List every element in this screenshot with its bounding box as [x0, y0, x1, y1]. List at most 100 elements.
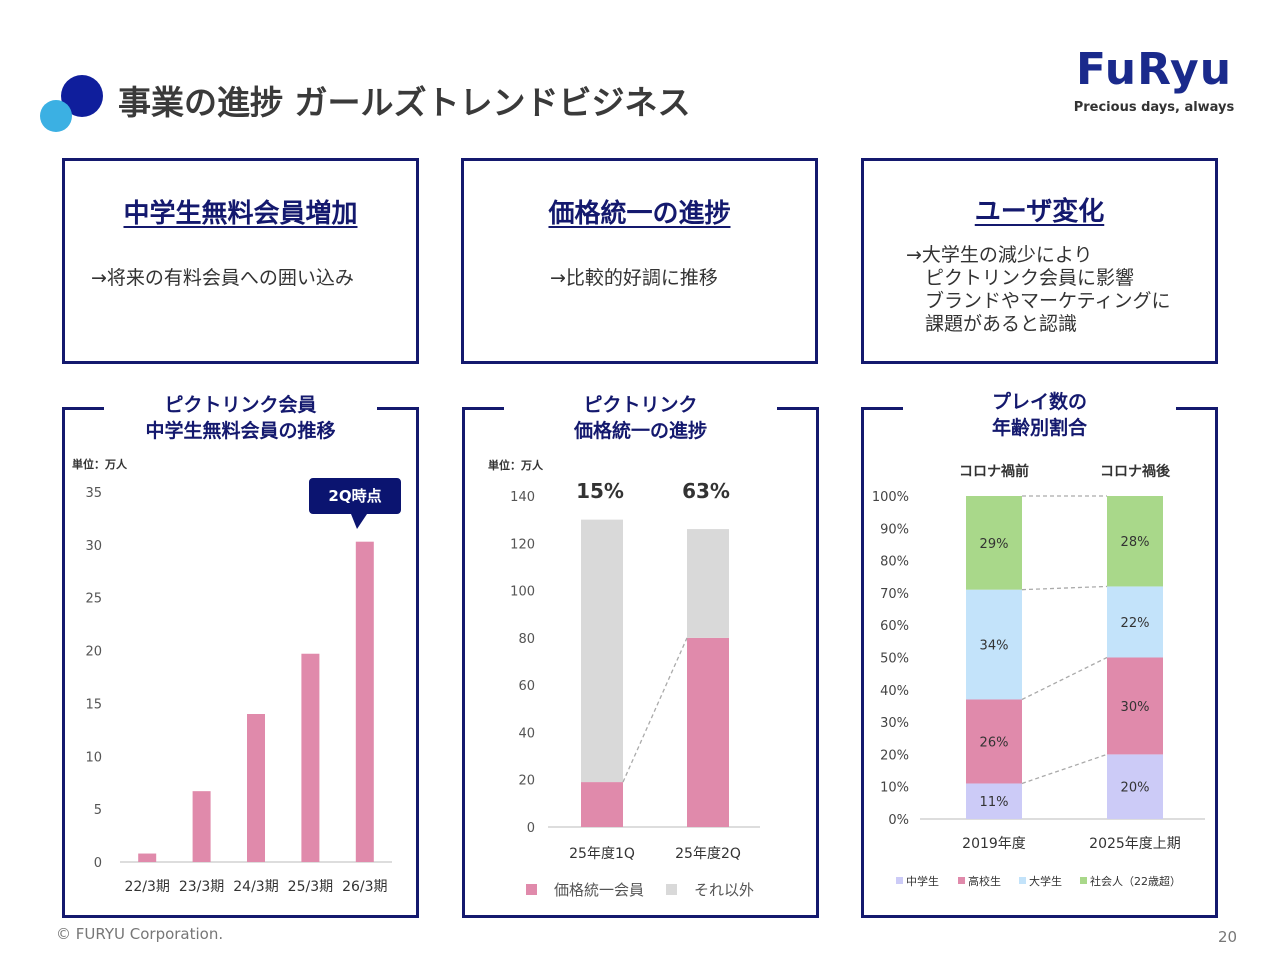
top-percent-label: 15% [576, 479, 624, 503]
card-line: ブランドやマーケティングに [906, 290, 1171, 312]
callout-label: 2Q時点 [328, 487, 381, 505]
legend-swatch [1019, 877, 1026, 884]
bar-segment [966, 589, 1022, 700]
y-tick-label: 70% [880, 587, 909, 602]
logo-wordmark: FuRyu [1075, 44, 1233, 95]
segment-label: 22% [1121, 616, 1150, 631]
x-tick-label: 25年度1Q [569, 846, 635, 862]
page-number: 20 [1218, 928, 1238, 946]
x-tick-label: 2025年度上期 [1089, 836, 1181, 852]
y-tick-label: 30 [85, 539, 102, 554]
legend-label: 価格統一会員 [554, 881, 644, 899]
unit-label: 単位：万人 [488, 458, 544, 472]
legend-swatch [1080, 877, 1087, 884]
bar-segment [687, 529, 729, 638]
title-bullet-icon [40, 75, 103, 132]
legend-swatch [526, 884, 537, 895]
y-tick-label: 50% [880, 652, 909, 667]
y-tick-label: 100% [872, 490, 909, 505]
bar-segment [966, 496, 1022, 590]
callout-bubble [309, 478, 401, 529]
chart-heading-line: ピクトリンク [583, 394, 698, 416]
group-label: コロナ禍後 [1100, 463, 1171, 480]
y-tick-label: 25 [85, 592, 102, 607]
bar-segment [1107, 586, 1163, 658]
x-tick-label: 25年度2Q [675, 846, 741, 862]
segment-label: 30% [1121, 700, 1150, 715]
card-title: 価格統一の進捗 [548, 199, 731, 229]
y-tick-label: 60 [518, 679, 535, 694]
x-tick-label: 22/3期 [124, 879, 169, 895]
legend-label: 社会人（22歳超） [1090, 874, 1181, 888]
card-price-unification: 価格統一の進捗 →比較的好調に推移 [461, 158, 818, 364]
legend-swatch [666, 884, 677, 895]
chart-heading-line: 価格統一の進捗 [573, 420, 707, 442]
segment-label: 26% [980, 735, 1009, 750]
y-tick-label: 0 [94, 856, 102, 871]
chart-heading-line: 中学生無料会員の推移 [145, 420, 336, 442]
y-tick-label: 20 [85, 645, 102, 660]
y-tick-label: 100 [510, 585, 535, 600]
y-tick-label: 10 [85, 750, 102, 765]
segment-label: 28% [1121, 535, 1150, 550]
chart-heading-age: プレイ数の 年齢別割合 [903, 389, 1176, 441]
legend-label: 中学生 [906, 874, 939, 888]
unit-label: 単位：万人 [72, 457, 128, 471]
bar-segment [581, 782, 623, 827]
y-tick-label: 10% [880, 781, 909, 796]
legend-swatch [896, 877, 903, 884]
bar [355, 541, 374, 862]
y-tick-label: 40 [518, 726, 535, 741]
y-tick-label: 40% [880, 684, 909, 699]
legend-label: 大学生 [1029, 874, 1062, 888]
y-tick-label: 0% [888, 813, 909, 828]
x-tick-label: 23/3期 [179, 879, 224, 895]
bar [247, 714, 265, 862]
card-line: →比較的好調に推移 [550, 267, 718, 289]
bar [301, 653, 320, 862]
top-percent-label: 63% [682, 479, 730, 503]
card-title: ユーザ変化 [974, 197, 1105, 227]
y-tick-label: 15 [85, 697, 102, 712]
y-tick-label: 120 [510, 537, 535, 552]
bar [138, 853, 157, 862]
chart-heading-price: ピクトリンク 価格統一の進捗 [504, 392, 777, 444]
connector-line [622, 637, 688, 783]
y-tick-label: 5 [94, 803, 102, 818]
x-tick-label: 24/3期 [233, 879, 278, 895]
legend-label: それ以外 [694, 881, 754, 899]
card-user-change: ユーザ変化 →大学生の減少により ピクトリンク会員に影響 ブランドやマーケティン… [861, 158, 1218, 364]
segment-label: 34% [980, 639, 1009, 654]
card-line: →将来の有料会員への囲い込み [91, 267, 354, 289]
chart-heading-members: ピクトリンク会員 中学生無料会員の推移 [104, 392, 377, 444]
logo-tagline: Precious days, always [1073, 100, 1235, 115]
bar-segment [1107, 657, 1163, 755]
chart-heading-line: ピクトリンク会員 [164, 394, 317, 416]
y-tick-label: 20 [518, 774, 535, 789]
x-tick-label: 25/3期 [288, 879, 333, 895]
group-label: コロナ禍前 [959, 463, 1029, 480]
legend-swatch [958, 877, 965, 884]
y-tick-label: 90% [880, 522, 909, 537]
chart-heading-line: プレイ数の [991, 391, 1087, 413]
y-tick-label: 60% [880, 619, 909, 634]
card-junior-members: 中学生無料会員増加 →将来の有料会員への囲い込み [62, 158, 419, 364]
y-tick-label: 80% [880, 555, 909, 570]
bar-segment [966, 783, 1022, 819]
card-line: ピクトリンク会員に影響 [906, 267, 1135, 289]
segment-label: 29% [980, 537, 1009, 552]
card-line: 課題があると認識 [906, 313, 1078, 335]
bar-segment [966, 699, 1022, 784]
chart-heading-line: 年齢別割合 [991, 417, 1087, 439]
y-tick-label: 80 [518, 632, 535, 647]
bar-segment [581, 519, 623, 783]
connector-line [1021, 753, 1108, 785]
page-title: 事業の進捗 ガールズトレンドビジネス [118, 83, 691, 122]
bar-segment [687, 637, 729, 827]
card-lines: →大学生の減少により ピクトリンク会員に影響 ブランドやマーケティングに 課題が… [906, 244, 1170, 336]
bar-segment [1107, 754, 1163, 819]
legend-label: 高校生 [968, 874, 1001, 888]
y-tick-label: 0 [527, 821, 535, 836]
y-tick-label: 20% [880, 748, 909, 763]
